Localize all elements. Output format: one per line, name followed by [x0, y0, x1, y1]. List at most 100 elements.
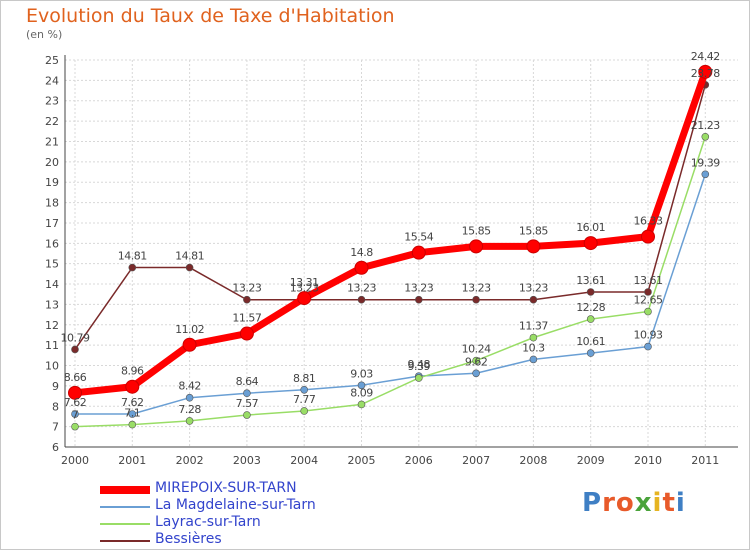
- data-point: [185, 263, 194, 272]
- data-label: 13.23: [404, 282, 433, 295]
- data-label: 8.96: [121, 365, 144, 378]
- y-tick-label: 12: [45, 319, 59, 332]
- data-label: 13.23: [290, 282, 319, 295]
- data-point: [243, 389, 251, 398]
- data-label: 11.02: [175, 323, 204, 336]
- data-point: [357, 381, 366, 390]
- x-tick-label: 2001: [118, 454, 146, 467]
- data-label: 19.39: [691, 156, 720, 169]
- legend-label: Layrac-sur-Tarn: [155, 514, 261, 530]
- line-chart: 6789101112131415161718192021222324252000…: [45, 50, 738, 467]
- y-tick-label: 10: [45, 360, 59, 373]
- data-point: [128, 410, 137, 418]
- x-tick-label: 2004: [290, 454, 318, 467]
- data-point: [354, 260, 369, 275]
- x-tick-label: 2002: [176, 454, 204, 467]
- data-point: [68, 385, 82, 400]
- data-label: 14.81: [175, 250, 204, 263]
- legend-swatch: [100, 540, 150, 542]
- data-label: 10.61: [576, 335, 605, 348]
- data-label: 7.57: [236, 397, 259, 410]
- data-point: [185, 417, 194, 425]
- data-label: 9.03: [350, 367, 373, 380]
- data-label: 16.01: [576, 221, 605, 234]
- data-label: 11.37: [519, 320, 548, 333]
- data-label: 13.23: [347, 282, 376, 295]
- data-point: [644, 342, 652, 351]
- data-point: [701, 132, 710, 141]
- data-label: 15.85: [519, 224, 548, 237]
- y-tick-label: 18: [45, 197, 59, 210]
- data-point: [357, 400, 366, 409]
- data-label: 14.81: [118, 250, 147, 263]
- y-tick-label: 14: [45, 278, 59, 291]
- y-tick-label: 24: [45, 74, 59, 87]
- data-label: 23.78: [691, 67, 720, 80]
- data-label: 13.61: [634, 274, 663, 287]
- series-line-3: [74, 84, 707, 351]
- data-point: [472, 369, 480, 378]
- data-label: 10.93: [634, 329, 663, 342]
- x-tick-label: 2011: [691, 454, 719, 467]
- series-line-2: [74, 136, 707, 428]
- data-point: [472, 295, 480, 304]
- chart-title: Evolution du Taux de Taxe d'Habitation: [26, 5, 395, 27]
- chart-subtitle: (en %): [26, 28, 63, 41]
- y-tick-label: 15: [45, 258, 59, 271]
- data-point: [469, 239, 484, 254]
- data-point: [357, 295, 366, 304]
- y-tick-label: 6: [52, 441, 59, 454]
- data-point: [586, 288, 595, 296]
- data-label: 13.23: [232, 282, 261, 295]
- data-label: 7.62: [121, 396, 144, 409]
- data-label: 13.61: [576, 274, 605, 287]
- data-point: [71, 345, 79, 354]
- data-point: [300, 385, 309, 394]
- data-point: [644, 288, 652, 296]
- data-point: [586, 315, 595, 323]
- data-label: 21.23: [691, 119, 720, 132]
- y-tick-label: 19: [45, 176, 59, 189]
- legend-swatch: [100, 523, 150, 525]
- y-tick-label: 8: [52, 400, 59, 413]
- series-line-0: [71, 68, 709, 397]
- legend-swatch: [100, 486, 150, 494]
- y-tick-label: 25: [45, 54, 59, 67]
- y-tick-label: 13: [45, 298, 59, 311]
- data-point: [472, 356, 480, 365]
- data-label: 10.3: [522, 341, 545, 354]
- y-tick-label: 22: [45, 115, 59, 128]
- data-point: [414, 295, 423, 304]
- y-tick-label: 16: [45, 237, 59, 250]
- x-tick-label: 2000: [61, 454, 89, 467]
- data-point: [125, 379, 140, 394]
- data-point: [71, 410, 79, 418]
- legend-swatch: [100, 506, 150, 508]
- data-label: 11.57: [232, 312, 261, 325]
- data-point: [529, 333, 538, 342]
- data-label: 14.8: [350, 246, 373, 259]
- data-point: [71, 422, 79, 431]
- x-tick-label: 2006: [405, 454, 433, 467]
- data-label: 24.42: [691, 50, 720, 63]
- data-label: 12.65: [634, 294, 663, 307]
- legend-label: MIREPOIX-SUR-TARN: [155, 480, 297, 496]
- data-label: 13.23: [519, 282, 548, 295]
- data-point: [526, 239, 541, 254]
- y-tick-label: 9: [52, 380, 59, 393]
- data-point: [586, 349, 595, 357]
- data-point: [300, 407, 309, 415]
- legend-label: Bessières: [155, 531, 222, 547]
- data-point: [701, 170, 710, 179]
- data-point: [243, 295, 251, 304]
- data-label: 7.28: [178, 403, 201, 416]
- y-tick-label: 11: [45, 339, 59, 352]
- data-point: [583, 236, 598, 251]
- data-label: 9.39: [408, 360, 431, 373]
- data-point: [239, 326, 254, 341]
- data-point: [185, 393, 194, 402]
- proxiti-logo: Proxiti: [582, 488, 686, 518]
- data-label: 9.62: [465, 355, 488, 368]
- data-point: [529, 295, 538, 304]
- data-label: 13.23: [462, 282, 491, 295]
